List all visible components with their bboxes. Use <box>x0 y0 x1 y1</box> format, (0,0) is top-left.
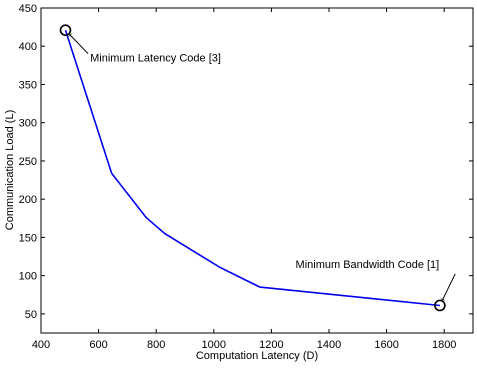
x-axis: 400 600 800 1000 1200 1400 1600 1800 <box>32 8 456 351</box>
series-layer <box>64 29 440 307</box>
annotation-arrow <box>442 273 456 301</box>
x-tick-label: 800 <box>147 339 165 351</box>
annotation-arrowhead <box>440 297 446 301</box>
y-axis: 50 100 150 200 250 300 350 400 450 <box>19 3 473 321</box>
annotation-label: Minimum Bandwidth Code [1] <box>296 259 440 271</box>
x-tick-label: 1400 <box>317 339 341 351</box>
highlight-marker <box>434 299 446 312</box>
y-tick-label: 100 <box>19 271 37 283</box>
plot-area <box>40 7 474 334</box>
marker-layer <box>59 24 446 312</box>
y-tick-label: 400 <box>19 41 37 53</box>
x-tick-label: 1800 <box>432 339 456 351</box>
y-tick-label: 150 <box>19 232 37 244</box>
x-tick-label: 1000 <box>202 339 226 351</box>
annotation-arrow <box>69 34 89 55</box>
y-axis-label: Communication Load (L) <box>4 110 16 230</box>
annotation-label: Minimum Latency Code [3] <box>90 53 221 65</box>
annotation-arrowhead <box>68 33 73 38</box>
x-tick-label: 600 <box>89 339 107 351</box>
y-tick-label: 450 <box>19 3 37 15</box>
y-tick-label: 200 <box>19 194 37 206</box>
y-tick-label: 50 <box>25 309 37 321</box>
x-axis-label: Computation Latency (D) <box>196 350 318 362</box>
x-tick-label: 1600 <box>374 339 398 351</box>
series-line <box>64 29 440 307</box>
x-tick-label: 400 <box>32 339 50 351</box>
y-tick-label: 350 <box>19 79 37 91</box>
highlight-marker <box>59 24 72 36</box>
x-tick-label: 1200 <box>259 339 283 351</box>
y-tick-label: 250 <box>19 156 37 168</box>
annotation-layer: Minimum Latency Code [3] Minimum Bandwidt… <box>68 33 456 301</box>
y-tick-label: 300 <box>19 118 37 130</box>
